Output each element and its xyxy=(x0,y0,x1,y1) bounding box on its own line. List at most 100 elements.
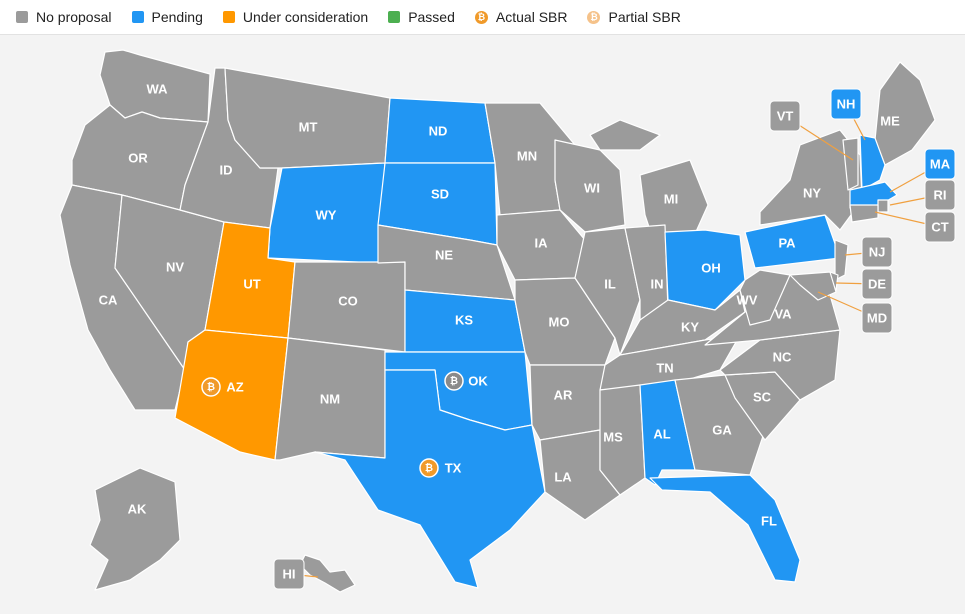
legend-label: Under consideration xyxy=(242,9,369,25)
state-mt[interactable]: MT xyxy=(224,67,391,169)
state-co[interactable]: CO xyxy=(287,261,406,353)
state-me[interactable]: ME xyxy=(874,61,936,166)
state-label: NC xyxy=(773,350,792,365)
state-label: WA xyxy=(147,82,169,97)
state-label: VT xyxy=(777,109,794,124)
state-md[interactable]: MD xyxy=(789,271,893,334)
state-label: NM xyxy=(320,392,340,407)
state-wi[interactable]: WI xyxy=(554,139,626,233)
state-tx[interactable]: ₿ TX xyxy=(314,369,546,589)
state-label: WY xyxy=(316,208,337,223)
state-shape-nh[interactable] xyxy=(859,134,886,191)
state-shape-vt[interactable] xyxy=(842,137,859,191)
legend-item-partial-sbr[interactable]: Partial SBR xyxy=(587,9,681,25)
state-nj[interactable]: NJ xyxy=(834,236,893,281)
state-shape-az[interactable] xyxy=(174,329,289,461)
state-az[interactable]: ₿ AZ xyxy=(174,329,289,461)
state-callout-box[interactable] xyxy=(861,236,893,268)
state-label: AK xyxy=(128,502,147,517)
state-label: SD xyxy=(431,187,449,202)
state-label: AL xyxy=(653,427,670,442)
state-mi[interactable]: MI xyxy=(589,119,709,246)
state-pa[interactable]: PA xyxy=(744,214,841,269)
legend-bar: No proposal Pending Under consideration … xyxy=(0,0,965,35)
state-shape-tx[interactable] xyxy=(314,369,546,589)
state-ct[interactable]: CT xyxy=(849,204,956,243)
legend-item-actual-sbr[interactable]: Actual SBR xyxy=(474,9,567,25)
state-shape-wy[interactable] xyxy=(267,162,386,264)
state-shape-hi[interactable] xyxy=(299,554,356,593)
state-shape-ak[interactable] xyxy=(89,467,181,591)
state-label: MO xyxy=(549,315,570,330)
state-label: VA xyxy=(774,307,792,322)
state-label: CO xyxy=(338,294,358,309)
state-label: DE xyxy=(868,277,886,292)
state-label: MS xyxy=(603,430,623,445)
state-label: NJ xyxy=(869,245,886,260)
state-nm[interactable]: NM xyxy=(274,337,386,461)
state-ak[interactable]: AK xyxy=(89,467,181,591)
bitcoin-glyph: ₿ xyxy=(450,375,458,387)
state-label: HI xyxy=(283,567,296,582)
state-label: TN xyxy=(656,361,673,376)
state-callout-box[interactable] xyxy=(273,558,305,590)
state-nh[interactable]: NH xyxy=(830,88,886,191)
legend-item-under-consideration[interactable]: Under consideration xyxy=(222,9,369,25)
state-label: WI xyxy=(584,181,600,196)
legend-item-pending[interactable]: Pending xyxy=(131,9,203,25)
state-ri[interactable]: RI xyxy=(877,179,956,213)
state-shape-ri[interactable] xyxy=(877,199,889,213)
state-nd[interactable]: ND xyxy=(384,97,496,164)
state-label: MI xyxy=(664,192,678,207)
state-vt[interactable]: VT xyxy=(769,100,859,191)
state-label: KS xyxy=(455,313,473,328)
state-shape-wi[interactable] xyxy=(554,139,626,233)
state-callout-box[interactable] xyxy=(924,148,956,180)
state-shape-fl[interactable] xyxy=(649,474,801,583)
legend-label: Pending xyxy=(151,9,203,25)
state-label: GA xyxy=(712,423,732,438)
legend-item-no-proposal[interactable]: No proposal xyxy=(16,9,112,25)
state-label: MA xyxy=(930,157,951,172)
state-ne[interactable]: NE xyxy=(377,224,516,301)
state-callout-box[interactable] xyxy=(924,211,956,243)
state-label: FL xyxy=(761,514,777,529)
state-de[interactable]: DE xyxy=(827,268,893,300)
state-callout-box[interactable] xyxy=(769,100,801,132)
state-label: MN xyxy=(517,149,537,164)
state-callout-box[interactable] xyxy=(830,88,862,120)
state-callout-box[interactable] xyxy=(924,179,956,211)
state-shape-mt[interactable] xyxy=(224,67,391,169)
pending-swatch xyxy=(131,11,144,23)
state-hi[interactable]: HI xyxy=(273,554,356,593)
state-callout-box[interactable] xyxy=(861,268,893,300)
state-label: NY xyxy=(803,186,821,201)
state-label: AZ xyxy=(226,380,243,395)
no-proposal-swatch xyxy=(16,11,28,23)
us-states-map: WA OR CA NV ID MT WY UT ₿ AZ CO NM ND SD NE KS ₿ OK ₿ TX MN I… xyxy=(59,49,956,593)
state-label: KY xyxy=(681,320,699,335)
state-label: PA xyxy=(778,236,796,251)
bitcoin-icon xyxy=(474,10,488,24)
state-shape-ct[interactable] xyxy=(849,204,879,223)
state-shape-ar[interactable] xyxy=(529,364,606,441)
state-wy[interactable]: WY xyxy=(267,162,386,264)
state-label: TX xyxy=(445,461,462,476)
legend-item-passed[interactable]: Passed xyxy=(388,9,455,25)
state-al[interactable]: AL xyxy=(639,379,696,486)
state-label: UT xyxy=(243,277,260,292)
state-fl[interactable]: FL xyxy=(649,474,801,583)
state-ms[interactable]: MS xyxy=(599,384,646,496)
bitcoin-glyph: ₿ xyxy=(207,381,215,393)
state-ks[interactable]: KS xyxy=(404,289,526,353)
state-label: OH xyxy=(701,261,721,276)
state-ar[interactable]: AR xyxy=(529,364,606,441)
passed-swatch xyxy=(388,11,401,23)
state-label: IN xyxy=(651,277,664,292)
bitcoin-icon xyxy=(587,10,601,24)
state-callout-box[interactable] xyxy=(861,302,893,334)
bitcoin-icon xyxy=(201,377,221,397)
state-label: NE xyxy=(435,248,453,263)
state-sd[interactable]: SD xyxy=(377,162,498,246)
state-shape-nj[interactable] xyxy=(834,239,849,281)
